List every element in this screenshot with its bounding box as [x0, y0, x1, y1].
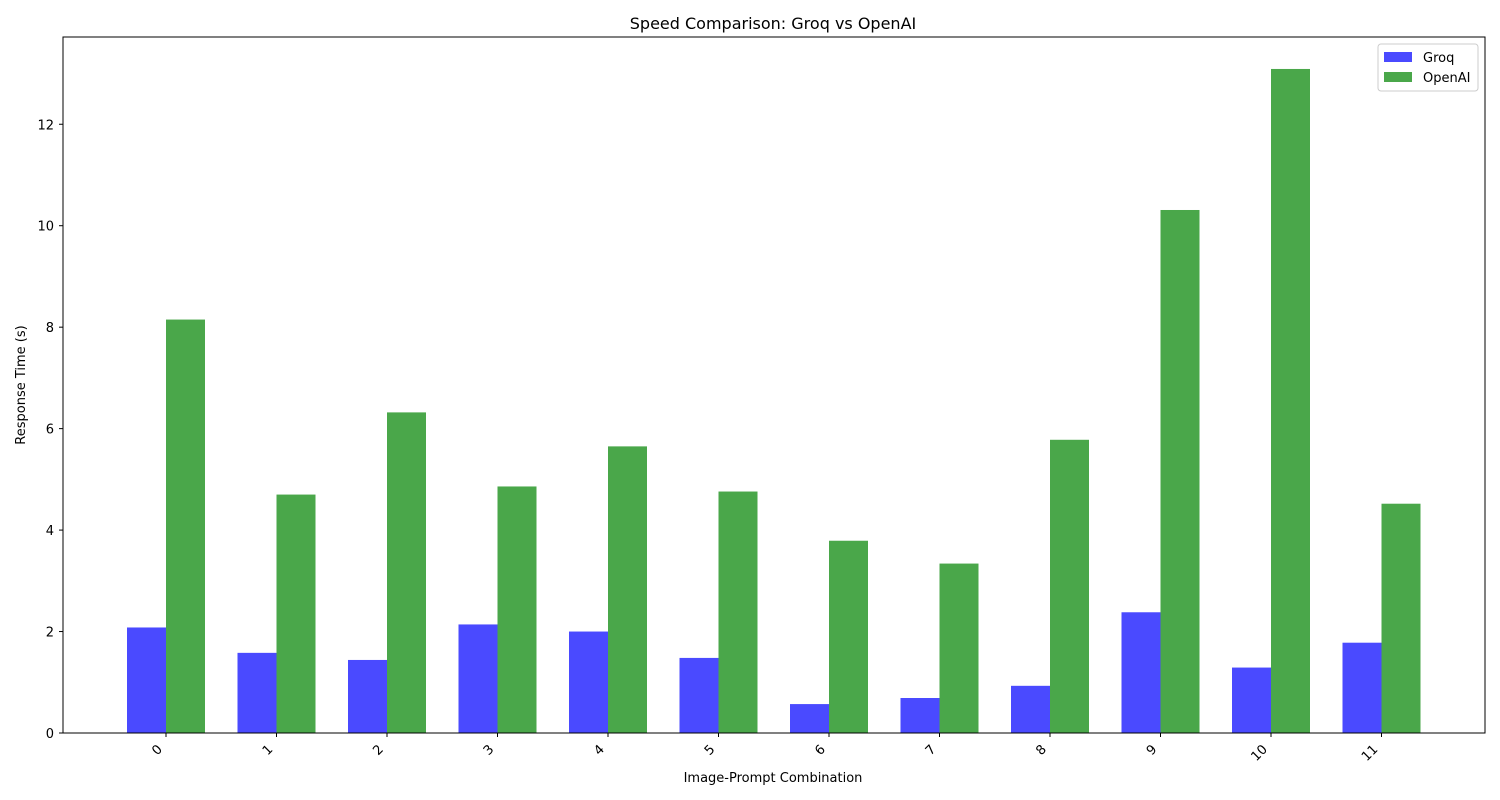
legend-swatch-groq [1384, 52, 1412, 62]
x-tick-label: 8 [1033, 742, 1049, 758]
bar-groq-11 [1342, 642, 1382, 733]
y-tick-label: 10 [37, 220, 54, 235]
bar-openai-7 [939, 563, 979, 733]
bar-groq-6 [790, 704, 829, 733]
plot-frame [62, 36, 1486, 734]
y-tick-label: 4 [46, 524, 54, 539]
legend-label-openai: OpenAI [1423, 71, 1470, 86]
x-tick-label: 9 [1144, 742, 1160, 758]
bar-openai-8 [1050, 439, 1089, 733]
bar-groq-9 [1121, 612, 1161, 733]
y-tick-label: 2 [46, 626, 54, 641]
bar-openai-11 [1381, 503, 1421, 733]
legend-swatch-openai [1384, 72, 1412, 82]
bar-groq-2 [348, 659, 387, 733]
bar-openai-1 [276, 494, 316, 733]
x-tick-label: 10 [1249, 742, 1271, 764]
y-tick-label: 6 [46, 423, 54, 438]
bar-openai-0 [166, 319, 205, 733]
bar-groq-7 [900, 698, 940, 733]
bar-groq-10 [1232, 667, 1271, 733]
bar-openai-9 [1160, 209, 1200, 734]
x-axis-label: Image-Prompt Combination [684, 771, 863, 786]
bar-groq-1 [237, 652, 277, 733]
y-axis-label: Response Time (s) [14, 325, 29, 444]
bar-openai-6 [829, 540, 868, 733]
x-tick-label: 3 [481, 742, 497, 758]
bar-groq-0 [127, 627, 166, 733]
bar-openai-5 [718, 491, 758, 733]
x-tick-label: 1 [260, 742, 276, 758]
bar-openai-4 [608, 446, 647, 733]
bars-layer [127, 68, 1421, 734]
bar-openai-10 [1271, 68, 1310, 733]
bar-openai-3 [497, 486, 537, 733]
y-tick-label: 0 [46, 727, 54, 742]
x-tick-label: 6 [812, 742, 828, 758]
chart-title: Speed Comparison: Groq vs OpenAI [630, 14, 916, 33]
x-tick-label: 7 [923, 742, 939, 758]
x-tick-label: 11 [1359, 742, 1381, 764]
bar-groq-5 [679, 657, 719, 733]
bar-openai-2 [387, 412, 426, 733]
x-tick-label: 5 [702, 742, 718, 758]
x-tick-label: 0 [149, 742, 165, 758]
bar-groq-3 [458, 624, 498, 733]
bar-groq-8 [1011, 685, 1050, 733]
y-tick-label: 8 [46, 321, 54, 336]
legend-label-groq: Groq [1423, 51, 1454, 66]
legend: Groq OpenAI [1377, 43, 1479, 92]
x-tick-label: 4 [591, 742, 607, 758]
bar-groq-4 [569, 631, 608, 733]
y-tick-label: 12 [37, 118, 54, 133]
x-tick-label: 2 [370, 742, 386, 758]
